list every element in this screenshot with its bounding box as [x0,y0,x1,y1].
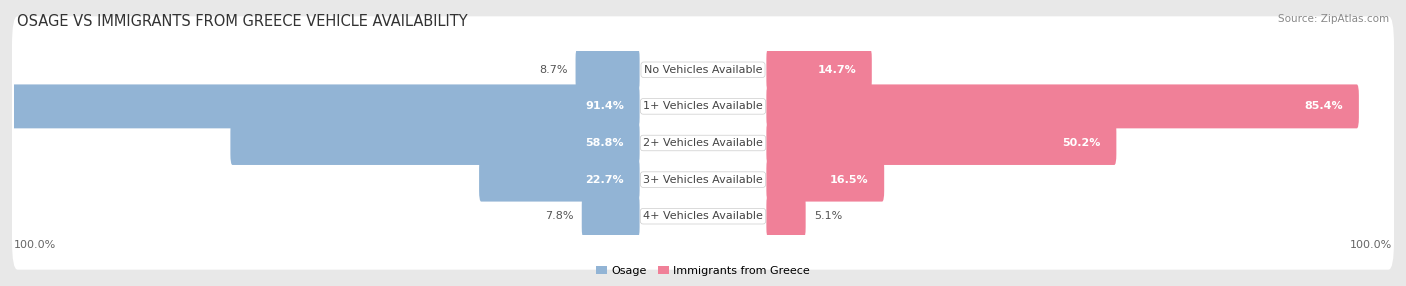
Text: 3+ Vehicles Available: 3+ Vehicles Available [643,175,763,184]
Text: 100.0%: 100.0% [14,240,56,250]
Text: 22.7%: 22.7% [585,175,624,184]
Text: 8.7%: 8.7% [538,65,567,75]
FancyBboxPatch shape [766,84,1358,128]
Text: 5.1%: 5.1% [814,211,842,221]
FancyBboxPatch shape [766,194,806,238]
FancyBboxPatch shape [13,53,1393,160]
FancyBboxPatch shape [575,48,640,92]
FancyBboxPatch shape [13,163,1393,270]
Text: 2+ Vehicles Available: 2+ Vehicles Available [643,138,763,148]
FancyBboxPatch shape [479,158,640,202]
FancyBboxPatch shape [766,121,1116,165]
Text: 100.0%: 100.0% [1350,240,1392,250]
Text: 4+ Vehicles Available: 4+ Vehicles Available [643,211,763,221]
Text: 14.7%: 14.7% [817,65,856,75]
FancyBboxPatch shape [13,16,1393,123]
Text: 1+ Vehicles Available: 1+ Vehicles Available [643,102,763,111]
Text: OSAGE VS IMMIGRANTS FROM GREECE VEHICLE AVAILABILITY: OSAGE VS IMMIGRANTS FROM GREECE VEHICLE … [17,14,468,29]
Text: 7.8%: 7.8% [546,211,574,221]
Text: 16.5%: 16.5% [830,175,869,184]
FancyBboxPatch shape [13,126,1393,233]
FancyBboxPatch shape [582,194,640,238]
Text: 85.4%: 85.4% [1305,102,1343,111]
Text: 50.2%: 50.2% [1062,138,1101,148]
Text: 91.4%: 91.4% [585,102,624,111]
Text: No Vehicles Available: No Vehicles Available [644,65,762,75]
Legend: Osage, Immigrants from Greece: Osage, Immigrants from Greece [592,261,814,280]
FancyBboxPatch shape [766,48,872,92]
FancyBboxPatch shape [13,90,1393,196]
FancyBboxPatch shape [766,158,884,202]
FancyBboxPatch shape [6,84,640,128]
Text: Source: ZipAtlas.com: Source: ZipAtlas.com [1278,14,1389,24]
Text: 58.8%: 58.8% [585,138,624,148]
FancyBboxPatch shape [231,121,640,165]
